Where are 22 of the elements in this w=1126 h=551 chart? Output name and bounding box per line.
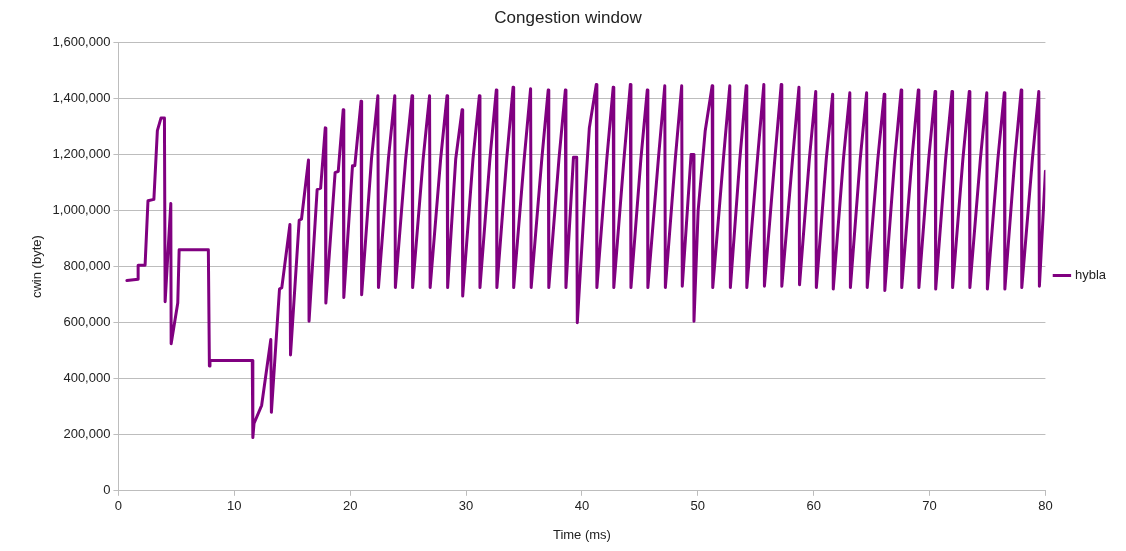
y-tick-label: 800,000 bbox=[63, 258, 111, 274]
y-tick-label: 1,600,000 bbox=[52, 33, 111, 49]
x-axis-title: Time (ms) bbox=[552, 526, 611, 542]
x-tick-label: 20 bbox=[342, 498, 358, 514]
x-tick-label: 30 bbox=[458, 498, 474, 514]
legend-label: hybla bbox=[1074, 267, 1107, 283]
x-tick-label: 70 bbox=[922, 498, 937, 514]
x-tick-label: 80 bbox=[1038, 498, 1053, 514]
y-tick-label: 1,400,000 bbox=[52, 90, 111, 106]
chart-title: Congestion window bbox=[494, 7, 643, 27]
y-tick-label: 400,000 bbox=[63, 370, 111, 386]
y-axis-title: cwin (byte) bbox=[29, 235, 45, 299]
x-tick-label: 60 bbox=[806, 498, 821, 514]
y-tick-label: 600,000 bbox=[63, 314, 111, 330]
x-tick-label: 0 bbox=[114, 498, 123, 514]
x-tick-label: 50 bbox=[690, 498, 706, 514]
y-tick-label: 0 bbox=[103, 482, 111, 498]
y-tick-label: 1,200,000 bbox=[52, 146, 111, 162]
x-tick-label: 40 bbox=[574, 498, 590, 514]
x-tick-label: 10 bbox=[227, 498, 242, 514]
y-tick-label: 1,000,000 bbox=[52, 202, 111, 218]
y-tick-label: 200,000 bbox=[63, 426, 111, 442]
